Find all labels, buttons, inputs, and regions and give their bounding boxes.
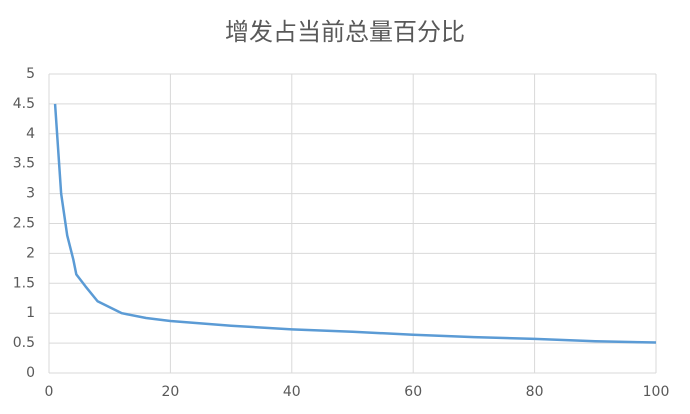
y-tick-label: 0 <box>26 365 35 381</box>
y-tick-label: 1.5 <box>13 275 35 291</box>
y-tick-label: 4.5 <box>13 96 35 112</box>
x-tick-label: 100 <box>643 384 670 400</box>
y-tick-label: 2.5 <box>13 216 35 232</box>
x-tick-label: 20 <box>161 384 179 400</box>
x-tick-label: 80 <box>526 384 544 400</box>
x-tick-label: 40 <box>283 384 301 400</box>
y-tick-label: 2 <box>26 245 35 261</box>
x-tick-label: 60 <box>404 384 422 400</box>
chart-title: 增发占当前总量百分比 <box>225 18 465 46</box>
y-tick-label: 4 <box>26 126 35 142</box>
x-tick-label: 0 <box>45 384 54 400</box>
y-tick-label: 5 <box>26 66 35 82</box>
y-tick-label: 0.5 <box>13 335 35 351</box>
y-tick-label: 1 <box>26 305 35 321</box>
data-line <box>53 103 657 344</box>
y-tick-label: 3.5 <box>13 156 35 172</box>
y-tick-label: 3 <box>26 186 35 202</box>
